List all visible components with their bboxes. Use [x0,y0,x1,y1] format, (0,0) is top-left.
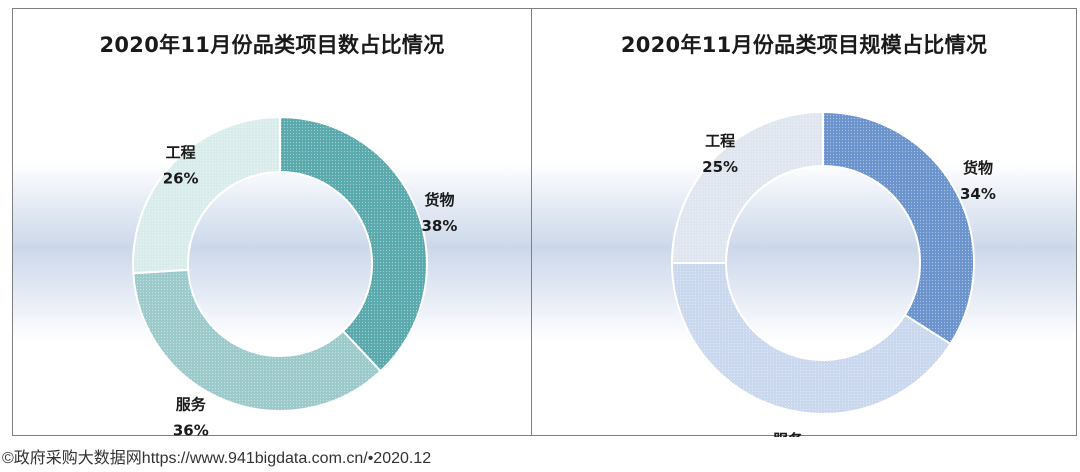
donut-slice-texture-2 [133,117,280,274]
chart-frame: 2020年11月份品类项目数占比情况 货物 38% 服务 36% 工程 26% 2020年… [12,8,1077,437]
slice-value-label: 26% [163,169,199,187]
slice-category-label: 服务 [176,395,207,413]
slice-value-label: 36% [173,421,209,437]
footer-watermark: ©政府采购大数据网https://www.941bigdata.com.cn/•… [2,450,432,467]
donut-slice-texture-1 [133,269,381,411]
donut-slice-texture-1 [672,263,951,414]
slice-value-label: 34% [960,185,996,203]
slice-value-label: 38% [422,217,458,235]
slice-category-label: 工程 [705,132,735,150]
slice-category-label: 工程 [166,143,196,161]
chart-title-item-count: 2020年11月份品类项目数占比情况 [99,33,445,57]
donut-slice-texture-2 [672,112,823,263]
slice-category-label: 货物 [963,159,993,177]
slice-category-label: 服务 [773,431,804,437]
panel-divider [531,9,532,435]
donut-slice-texture-0 [280,117,427,372]
donut-slice-texture-0 [823,112,974,344]
chart-panel-item-count: 2020年11月份品类项目数占比情况 货物 38% 服务 36% 工程 26% [13,9,531,437]
chart-title-item-scale: 2020年11月份品类项目规模占比情况 [620,33,988,57]
donut-chart-item-count: 货物 38% 服务 36% 工程 26% [132,115,458,437]
slice-value-label: 25% [702,158,738,176]
slice-category-label: 货物 [424,191,454,209]
